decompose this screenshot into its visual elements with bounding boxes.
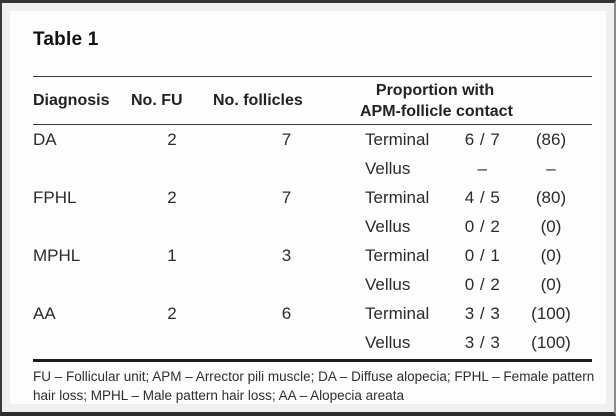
fraction-cell: –: [477, 158, 488, 178]
hair-type-cell: Terminal: [365, 129, 430, 149]
column-header-proportion-line2: APM-follicle contact: [360, 102, 513, 120]
table-row: Vellus – –: [33, 154, 592, 183]
table-title: Table 1: [33, 29, 99, 50]
column-header-proportion: Proportion with APM-follicle contact: [360, 80, 513, 122]
table-header-row: Diagnosis No. FU No. follicles Proportio…: [33, 77, 592, 124]
diagnosis-cell: AA: [33, 303, 56, 323]
column-header-no-follicles: No. follicles: [213, 91, 303, 109]
column-header-proportion-line1: Proportion with: [375, 81, 495, 99]
fraction-cell: 0 / 2: [464, 216, 501, 236]
percent-cell: (80): [535, 187, 567, 207]
table-row: DA 2 7 Terminal 6 / 7 (86): [33, 125, 592, 154]
hair-type-cell: Terminal: [365, 303, 430, 323]
abbreviation-footnote: FU – Follicular unit; APM – Arrector pil…: [33, 369, 595, 403]
no-fu-cell: 1: [167, 245, 177, 265]
hair-type-cell: Vellus: [365, 216, 411, 236]
percent-cell: (100): [531, 332, 571, 352]
table-row: Vellus 3 / 3 (100): [33, 328, 592, 357]
percent-cell: (86): [535, 129, 567, 149]
table-row: Vellus 0 / 2 (0): [33, 212, 592, 241]
table-row: AA 2 6 Terminal 3 / 3 (100): [33, 299, 592, 328]
no-follicles-cell: 7: [281, 187, 292, 207]
no-follicles-cell: 7: [281, 129, 292, 149]
no-fu-cell: 2: [167, 129, 177, 149]
fraction-cell: 0 / 2: [464, 274, 501, 294]
fraction-cell: 0 / 1: [464, 245, 501, 265]
table-row: FPHL 2 7 Terminal 4 / 5 (80): [33, 183, 592, 212]
column-header-no-fu: No. FU: [131, 91, 183, 109]
table-body: DA 2 7 Terminal 6 / 7 (86) Vellus – – FP…: [33, 125, 593, 357]
table-header-rule: [33, 124, 592, 125]
no-fu-cell: 2: [167, 187, 177, 207]
hair-type-cell: Vellus: [365, 332, 411, 352]
percent-cell: –: [546, 158, 556, 178]
percent-cell: (0): [540, 274, 562, 294]
table-row: MPHL 1 3 Terminal 0 / 1 (0): [33, 241, 592, 270]
percent-cell: (0): [540, 245, 562, 265]
hair-type-cell: Terminal: [365, 187, 430, 207]
hair-type-cell: Terminal: [365, 245, 430, 265]
table-bottom-rule: [33, 359, 592, 362]
percent-cell: (0): [540, 216, 562, 236]
diagnosis-cell: FPHL: [33, 187, 77, 207]
diagnosis-cell: DA: [33, 129, 57, 149]
fraction-cell: 3 / 3: [464, 303, 501, 323]
diagnosis-cell: MPHL: [33, 245, 81, 265]
hair-type-cell: Vellus: [365, 158, 411, 178]
hair-type-cell: Vellus: [365, 274, 411, 294]
column-header-diagnosis: Diagnosis: [33, 91, 110, 109]
fraction-cell: 3 / 3: [464, 332, 501, 352]
table-top-rule: [33, 76, 592, 77]
percent-cell: (100): [531, 303, 571, 323]
no-follicles-cell: 6: [281, 303, 292, 323]
no-follicles-cell: 3: [281, 245, 292, 265]
fraction-cell: 6 / 7: [464, 129, 501, 149]
no-fu-cell: 2: [167, 303, 177, 323]
table-card: Table 1 Diagnosis No. FU No. follicles P…: [10, 11, 606, 404]
table-row: Vellus 0 / 2 (0): [33, 270, 592, 299]
fraction-cell: 4 / 5: [464, 187, 501, 207]
